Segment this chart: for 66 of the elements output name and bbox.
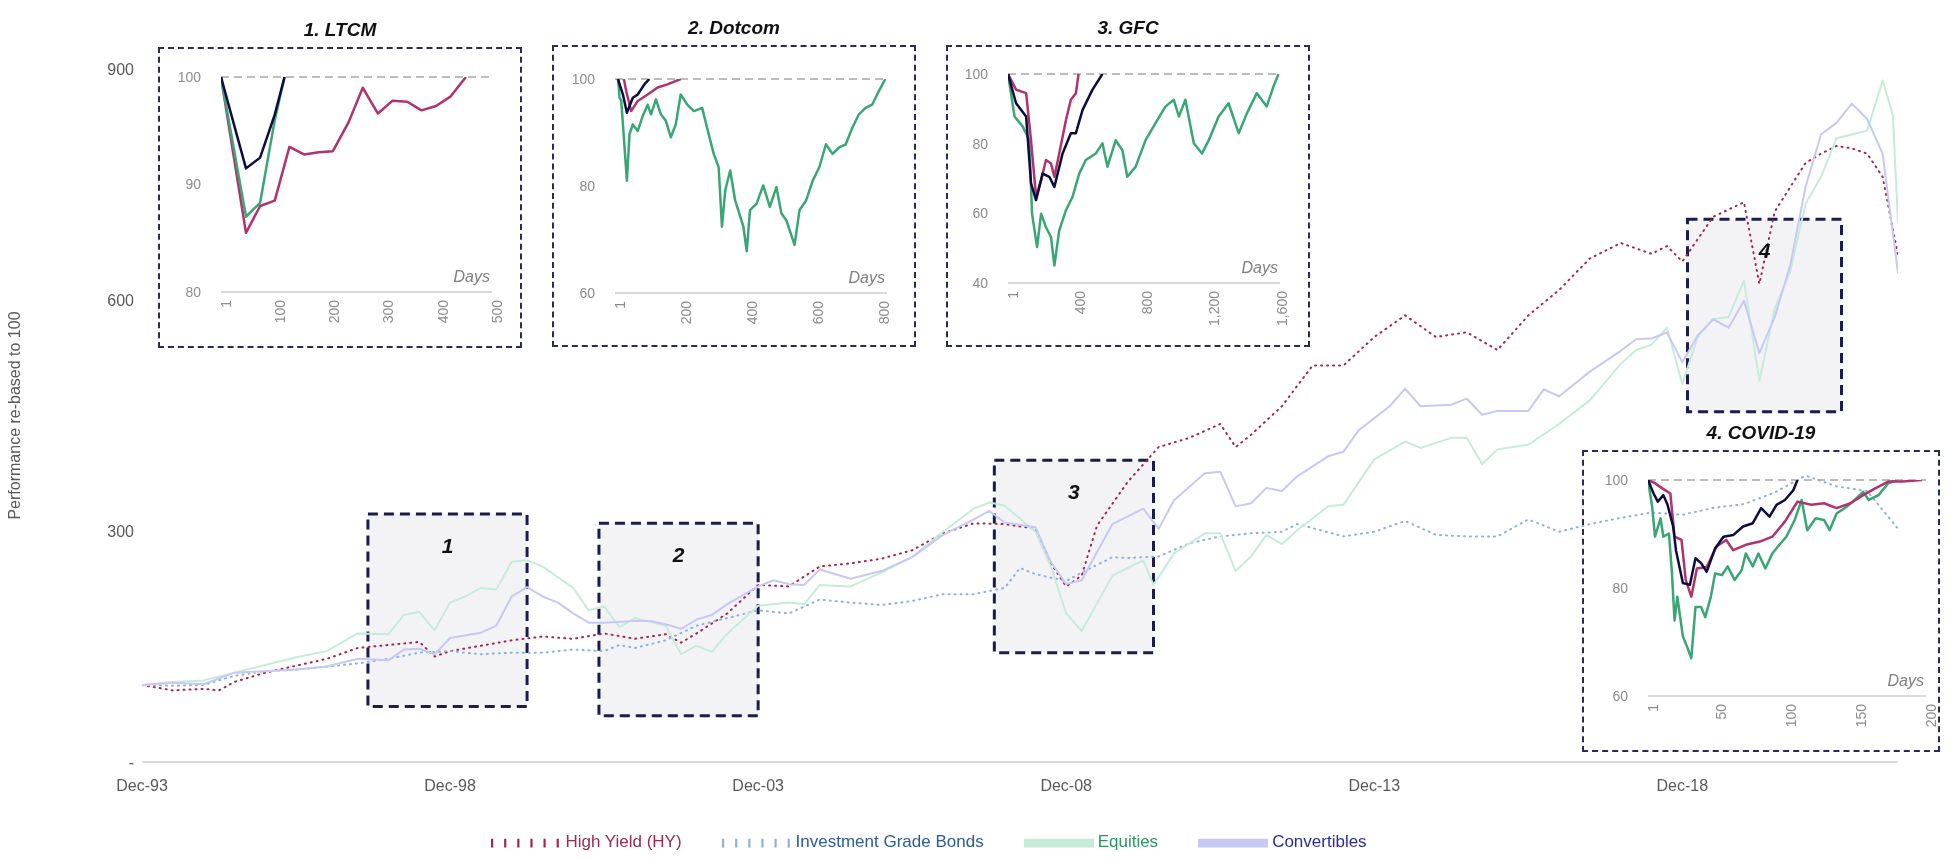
x-axis-title: Days <box>1241 259 1278 277</box>
x-tick-label: 400 <box>434 299 451 324</box>
band-label: 3 <box>1068 480 1081 504</box>
y-tick-label: 40 <box>972 274 989 291</box>
x-tick-label: Dec-08 <box>1040 777 1093 795</box>
x-tick-label: 1 <box>1644 703 1661 712</box>
x-tick-label: 200 <box>326 299 343 324</box>
x-tick-label: 200 <box>1922 703 1939 728</box>
x-tick-label: 100 <box>1783 703 1800 728</box>
y-tick-label: 80 <box>972 135 989 152</box>
band-label: 2 <box>671 543 685 567</box>
y-tick-label: 60 <box>1612 687 1629 704</box>
y-tick-label: 100 <box>964 65 989 82</box>
line-series <box>1648 480 1799 587</box>
x-tick-label: 800 <box>1139 290 1156 315</box>
band-label: 4 <box>1757 239 1771 263</box>
y-tick-label: 80 <box>579 177 596 194</box>
y-tick-label: - <box>128 753 134 771</box>
x-tick-label: Dec-03 <box>732 777 785 795</box>
x-tick-label: 1,200 <box>1206 290 1223 327</box>
legend-label: High Yield (HY) <box>565 832 682 852</box>
x-tick-label: 1 <box>611 300 628 309</box>
y-tick-label: 80 <box>185 283 202 300</box>
legend-label: Equities <box>1097 832 1159 852</box>
y-tick-label: 900 <box>107 60 135 78</box>
y-tick-label: 60 <box>579 284 596 301</box>
line-series <box>616 79 887 253</box>
y-tick-label: 80 <box>1612 579 1629 596</box>
x-tick-label: Dec-13 <box>1348 777 1401 795</box>
chart-title: 4. COVID-19 <box>1705 422 1817 444</box>
x-tick-label: 800 <box>875 300 892 325</box>
chart-title: 3. GFC <box>1096 17 1160 39</box>
line-series <box>622 79 682 113</box>
x-tick-label: Dec-98 <box>424 777 476 795</box>
y-tick-label: 300 <box>107 522 135 540</box>
x-tick-label: 400 <box>743 300 760 325</box>
line-series <box>221 77 286 170</box>
y-tick-label: 100 <box>177 68 202 85</box>
y-axis-title: Performance re-based to 100 <box>5 311 23 520</box>
x-tick-label: 50 <box>1713 703 1730 720</box>
x-tick-label: 400 <box>1071 290 1088 315</box>
x-tick-label: 100 <box>271 299 288 324</box>
line-series <box>1008 74 1104 202</box>
y-tick-label: 100 <box>1604 471 1629 488</box>
legend-label: Investment Grade Bonds <box>795 832 984 852</box>
x-axis-title: Days <box>453 268 490 286</box>
x-tick-label: Dec-18 <box>1656 777 1709 795</box>
x-tick-label: 150 <box>1853 703 1870 728</box>
x-axis-title: Days <box>1887 672 1924 690</box>
chart-title: 1. LTCM <box>302 19 378 41</box>
x-tick-label: 1,600 <box>1273 290 1290 327</box>
line-series <box>616 79 651 114</box>
x-tick-label: 300 <box>380 299 397 324</box>
x-tick-label: 500 <box>488 299 505 324</box>
band-label: 1 <box>441 533 454 557</box>
x-tick-label: 600 <box>809 300 826 325</box>
x-axis-title: Days <box>848 269 885 287</box>
legend-label: Convertibles <box>1272 832 1367 852</box>
y-tick-label: 60 <box>972 205 989 222</box>
x-tick-label: 1 <box>1004 290 1021 299</box>
x-tick-label: 1 <box>217 299 234 308</box>
y-tick-label: 100 <box>571 70 596 87</box>
y-tick-label: 90 <box>185 176 202 193</box>
chart-title: 2. Dotcom <box>686 17 781 39</box>
x-tick-label: Dec-93 <box>116 777 168 795</box>
x-tick-label: 200 <box>677 300 694 325</box>
